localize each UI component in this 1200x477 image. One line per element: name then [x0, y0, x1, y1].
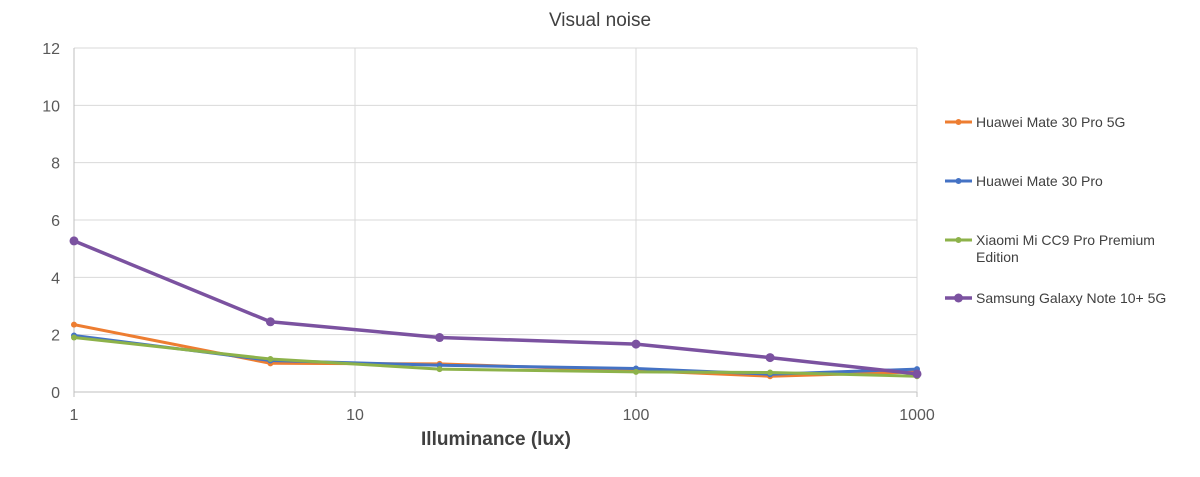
data-point [69, 236, 79, 246]
legend-entry: Xiaomi Mi CC9 Pro Premium Edition [945, 232, 1155, 265]
y-tick-label: 10 [42, 98, 60, 115]
data-point [267, 356, 274, 363]
series-4 [69, 236, 922, 379]
legend-entry: Huawei Mate 30 Pro [945, 173, 1103, 189]
x-tick-label: 10 [346, 407, 364, 424]
x-axis-ticks: 1 10 100 1000 [70, 407, 935, 424]
series-line [72, 334, 919, 376]
grid [73, 47, 918, 397]
series-3 [71, 334, 920, 380]
series-line [72, 336, 919, 378]
y-tick-label: 0 [51, 385, 60, 402]
legend: Huawei Mate 30 Pro 5G Huawei Mate 30 Pro X… [945, 114, 1166, 306]
y-tick-label: 4 [51, 270, 60, 287]
legend-swatch-marker [955, 237, 962, 243]
series-layer [69, 236, 922, 380]
legend-entry: Samsung Galaxy Note 10+ 5G [945, 290, 1166, 306]
legend-swatch-marker [954, 293, 963, 303]
data-point [631, 339, 641, 349]
y-tick-label: 12 [42, 41, 60, 58]
x-axis-label: Illuminance (lux) [421, 429, 571, 450]
data-point [633, 368, 639, 375]
data-point [436, 366, 443, 373]
legend-label: Samsung Galaxy Note 10+ 5G [976, 290, 1166, 306]
data-point [912, 369, 922, 379]
data-point [767, 369, 774, 376]
legend-label: Xiaomi Mi CC9 Pro Premium Edition [976, 232, 1155, 265]
chart-title: Visual noise [549, 10, 651, 31]
x-tick-label: 1000 [899, 407, 935, 424]
data-point [71, 334, 77, 341]
y-axis-ticks: 0 2 4 6 8 10 12 [42, 41, 60, 402]
legend-label: Huawei Mate 30 Pro [976, 173, 1103, 189]
y-tick-label: 8 [51, 156, 60, 173]
data-point [435, 333, 445, 343]
x-tick-label: 100 [623, 407, 650, 424]
series-line [72, 239, 919, 376]
legend-label: Huawei Mate 30 Pro 5G [976, 114, 1125, 130]
x-tick-label: 1 [70, 407, 79, 424]
y-tick-label: 2 [51, 328, 60, 345]
data-point [765, 353, 775, 363]
data-point [71, 321, 77, 328]
legend-entry: Huawei Mate 30 Pro 5G [945, 114, 1125, 130]
legend-swatch-marker [955, 119, 962, 125]
y-tick-label: 6 [51, 213, 60, 230]
data-point [265, 317, 275, 327]
legend-swatch-marker [955, 178, 962, 184]
